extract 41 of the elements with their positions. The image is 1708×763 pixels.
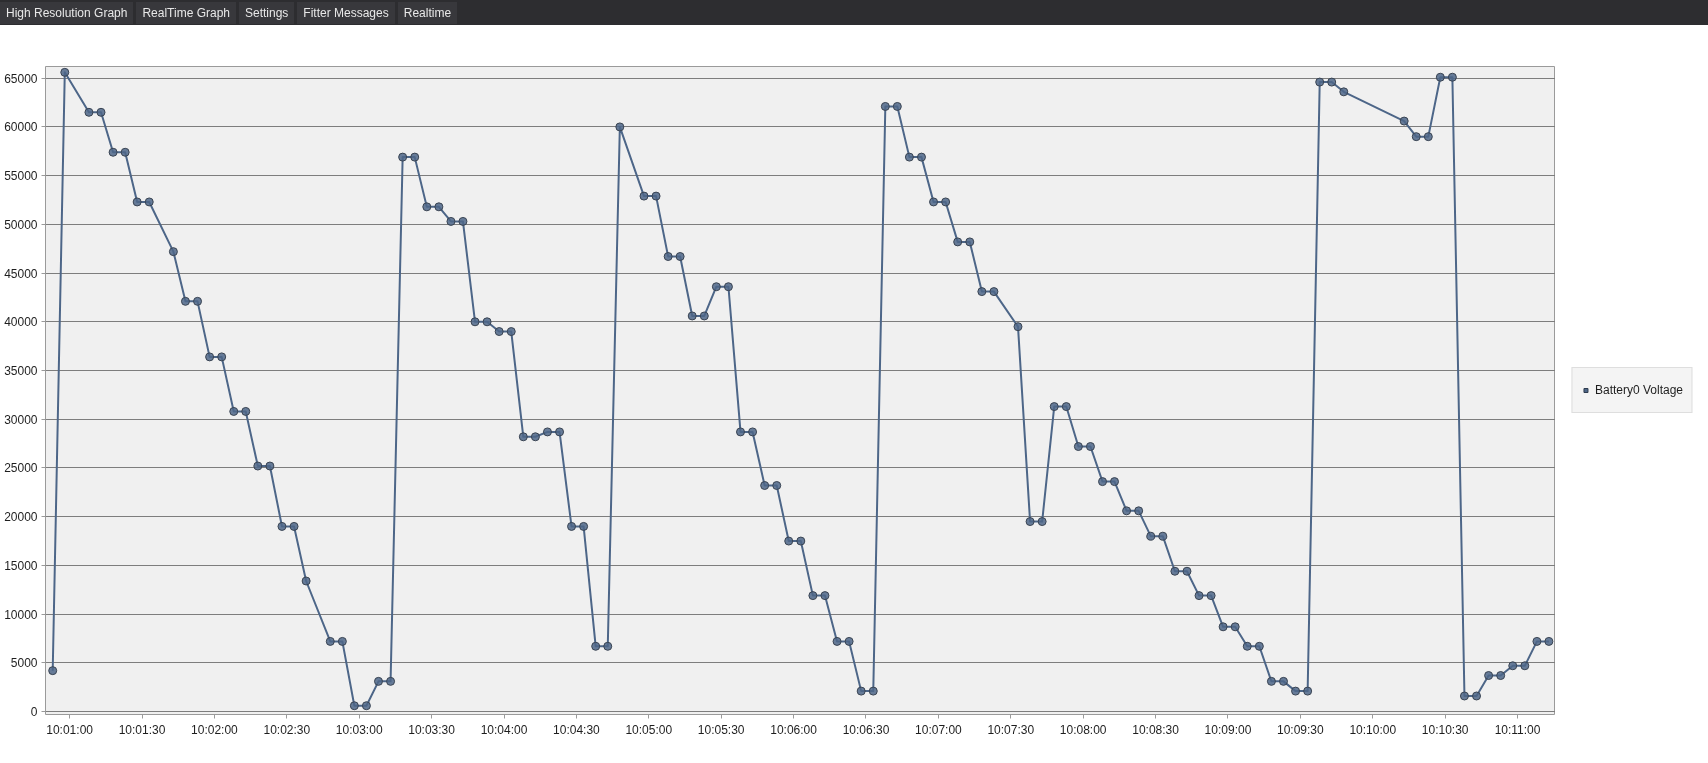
- text: Settings: [239, 2, 295, 24]
- text: Fitter Messages: [297, 2, 395, 24]
- x-tick-label: 10:08:30: [1132, 722, 1180, 737]
- legend-label: Battery0 Voltage: [1594, 382, 1684, 399]
- x-tick-label: 10:08:00: [1059, 722, 1107, 737]
- x-tick-label: 10:04:30: [553, 722, 601, 737]
- text: High Resolution Graph: [0, 2, 134, 24]
- y-tick-label: 35000: [4, 364, 38, 379]
- y-tick-label: 5000: [10, 656, 38, 671]
- x-tick-label: 10:06:30: [842, 722, 890, 737]
- x-tick-label: 10:07:30: [987, 722, 1035, 737]
- x-tick-label: 10:02:30: [263, 722, 311, 737]
- y-tick-label: 60000: [4, 120, 38, 135]
- y-tick-label: 40000: [4, 315, 38, 330]
- x-tick-label: 10:05:30: [697, 722, 745, 737]
- y-tick-label: 65000: [4, 71, 38, 86]
- y-tick-label: 20000: [4, 510, 38, 525]
- y-tick-label: 10000: [4, 607, 38, 622]
- y-tick-label: 30000: [4, 412, 38, 427]
- y-tick-label: 55000: [4, 169, 38, 184]
- y-tick-label: 50000: [4, 217, 38, 232]
- x-tick-label: 10:03:00: [335, 722, 383, 737]
- y-tick-label: 0: [30, 705, 38, 720]
- y-tick-label: 45000: [4, 266, 38, 281]
- x-tick-label: 10:07:00: [915, 722, 963, 737]
- text: RealTime Graph: [136, 2, 236, 24]
- x-tick-label: 10:06:00: [770, 722, 818, 737]
- x-tick-label: 10:11:00: [1494, 722, 1541, 737]
- x-tick-label: 10:09:00: [1204, 722, 1252, 737]
- x-tick-label: 10:03:30: [408, 722, 456, 737]
- x-tick-label: 10:02:00: [191, 722, 239, 737]
- y-tick-label: 25000: [4, 461, 38, 476]
- x-tick-label: 10:05:00: [625, 722, 673, 737]
- y-tick-label: 15000: [4, 558, 38, 573]
- x-tick-label: 10:09:30: [1277, 722, 1325, 737]
- x-tick-label: 10:01:30: [118, 722, 166, 737]
- x-tick-label: 10:04:00: [480, 722, 528, 737]
- x-tick-label: 10:01:00: [46, 722, 94, 737]
- text: Realtime: [397, 2, 458, 24]
- x-tick-label: 10:10:30: [1421, 722, 1469, 737]
- x-tick-label: 10:10:00: [1349, 722, 1397, 737]
